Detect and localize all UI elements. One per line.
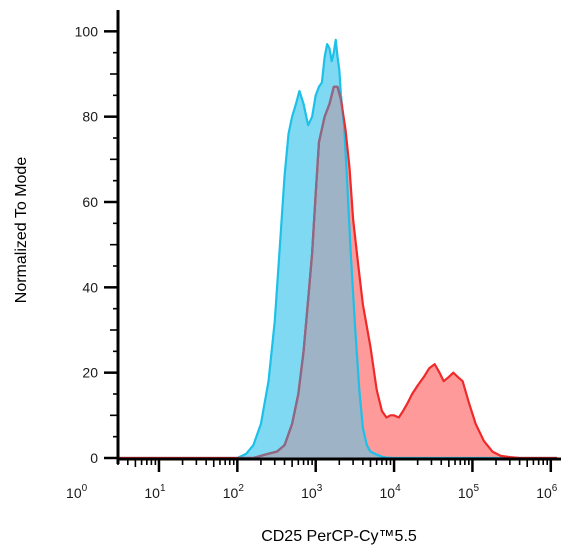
x-tick-label: 106 <box>536 483 558 501</box>
x-tick-base: 10 <box>66 485 82 501</box>
x-tick-base: 10 <box>536 485 552 501</box>
x-tick-base: 10 <box>144 485 160 501</box>
y-tick-label: 0 <box>90 450 98 466</box>
x-tick-exponent: 3 <box>317 483 323 494</box>
x-tick-exponent: 4 <box>395 483 401 494</box>
y-tick-label: 60 <box>82 194 98 210</box>
x-tick-label: 104 <box>379 483 401 501</box>
x-tick-base: 10 <box>223 485 239 501</box>
x-axis-title: CD25 PerCP-Cy™5.5 <box>261 528 417 545</box>
x-tick-base: 10 <box>379 485 395 501</box>
y-axis-title: Normalized To Mode <box>13 157 30 304</box>
x-tick-label: 101 <box>144 483 166 501</box>
x-tick-base: 10 <box>301 485 317 501</box>
series-blue-line <box>118 38 557 460</box>
y-tick-label: 20 <box>82 365 98 381</box>
y-tick-label: 100 <box>75 23 99 39</box>
x-tick-base: 10 <box>458 485 474 501</box>
x-tick-exponent: 5 <box>473 483 479 494</box>
x-tick-exponent: 1 <box>160 483 166 494</box>
plot-area <box>118 38 557 460</box>
y-tick-label: 80 <box>82 109 98 125</box>
x-tick-label: 105 <box>458 483 480 501</box>
x-tick-exponent: 0 <box>82 483 88 494</box>
overlap-area <box>118 86 557 458</box>
y-tick-label: 40 <box>82 279 98 295</box>
x-tick-exponent: 2 <box>238 483 244 494</box>
x-tick-label: 103 <box>301 483 323 501</box>
x-tick-label: 100 <box>66 483 88 501</box>
x-tick-label: 102 <box>223 483 245 501</box>
x-tick-exponent: 6 <box>552 483 558 494</box>
